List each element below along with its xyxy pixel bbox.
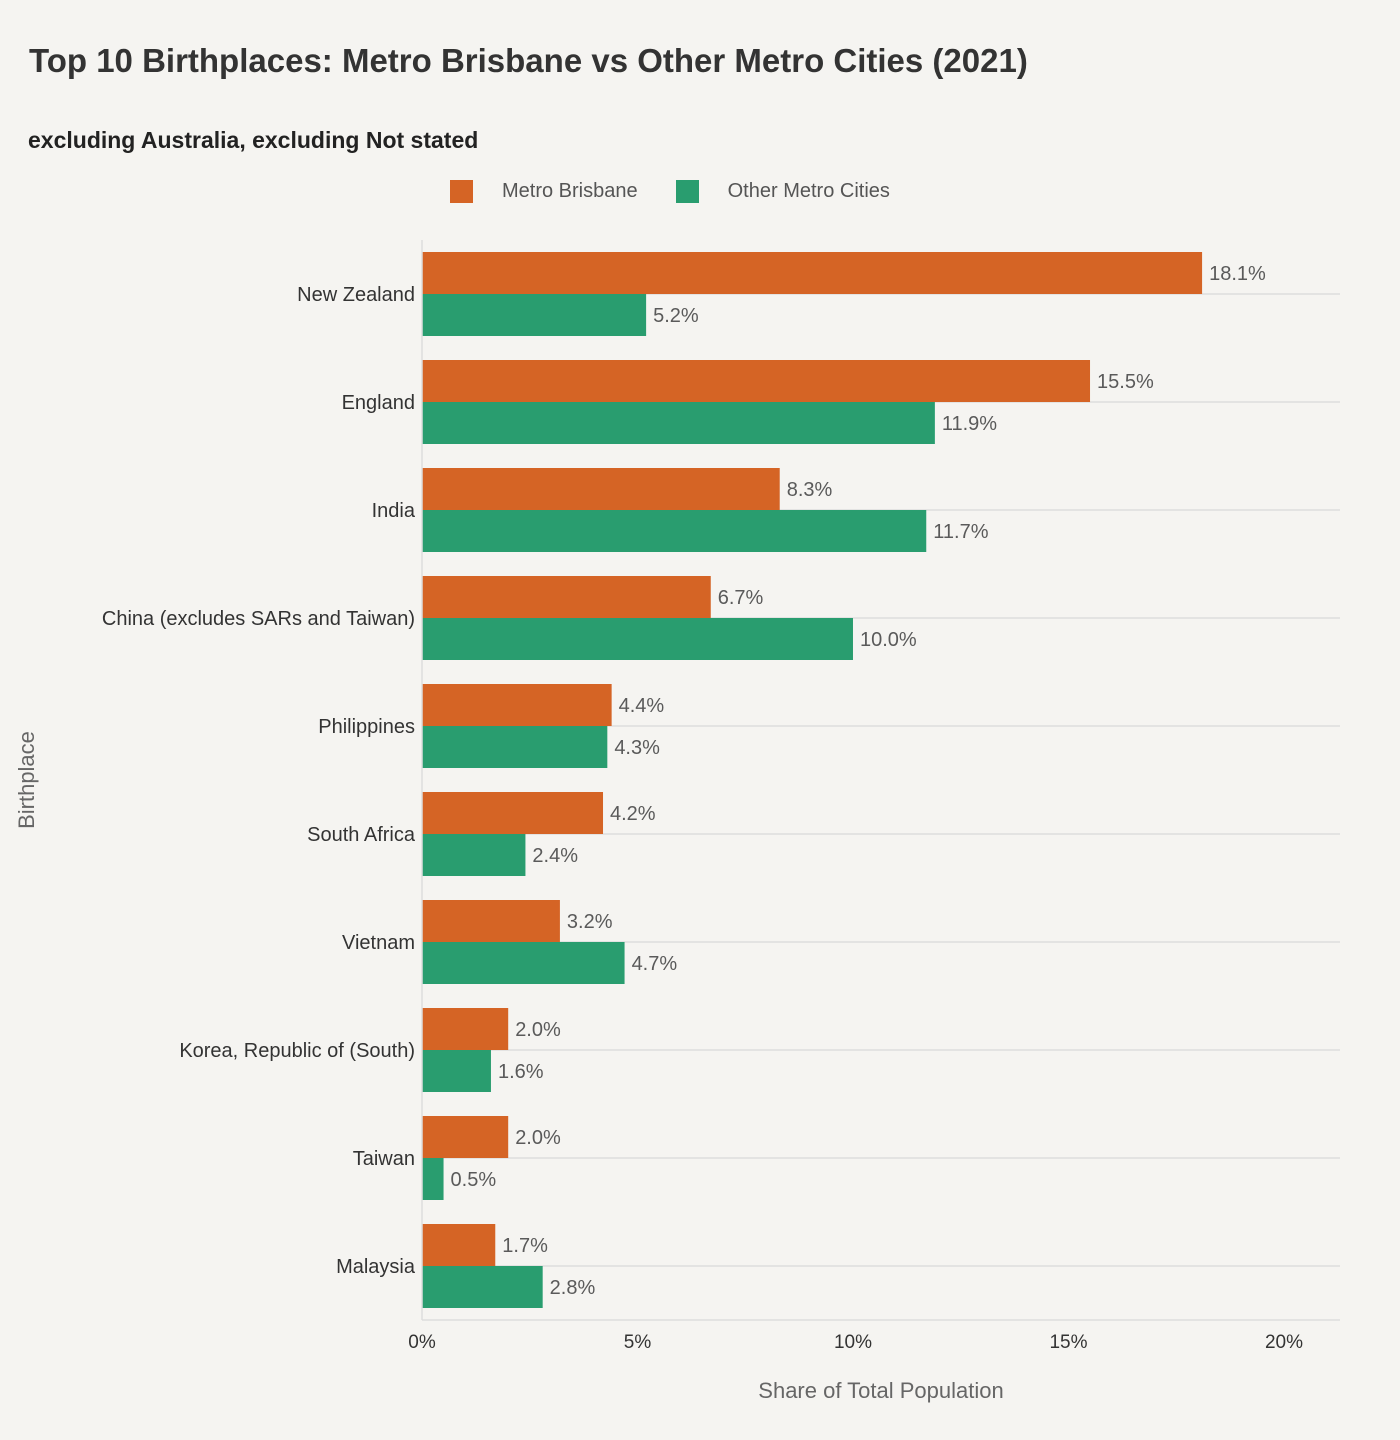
category-label: New Zealand	[297, 284, 415, 306]
bar-metro-brisbane[interactable]	[422, 1116, 509, 1158]
category-labels: New Zealand England India China (excludes S…	[102, 284, 416, 1278]
bar-other-metro-cities[interactable]	[422, 1050, 491, 1092]
bar-other-metro-cities[interactable]	[422, 510, 927, 552]
data-label: 11.7%	[933, 521, 988, 543]
data-label: 8.3%	[787, 479, 833, 501]
category-label: China (excludes SARs and Taiwan)	[102, 608, 415, 630]
bar-metro-brisbane[interactable]	[422, 1008, 509, 1050]
legend-swatch-other-metro-cities	[675, 179, 699, 203]
chart-title: Top 10 Birthplaces: Metro Brisbane vs Ot…	[29, 42, 1028, 79]
bar-other-metro-cities[interactable]	[422, 618, 853, 660]
x-tick-label: 10%	[834, 1332, 872, 1353]
y-axis-title: Birthplace	[14, 731, 39, 829]
data-label: 0.5%	[451, 1169, 497, 1191]
data-label: 2.8%	[550, 1277, 596, 1299]
data-label: 4.2%	[610, 803, 656, 825]
legend-item-metro-brisbane[interactable]: Metro Brisbane	[450, 179, 638, 203]
category-label: Taiwan	[353, 1148, 415, 1170]
bar-metro-brisbane[interactable]	[422, 468, 780, 510]
data-label: 2.0%	[515, 1127, 561, 1149]
data-label: 4.3%	[614, 737, 660, 759]
chart-subtitle: excluding Australia, excluding Not state…	[28, 127, 479, 153]
bar-other-metro-cities[interactable]	[422, 726, 608, 768]
data-label: 2.4%	[532, 845, 578, 867]
category-label: South Africa	[307, 824, 416, 846]
legend-label: Metro Brisbane	[502, 179, 638, 202]
data-label: 4.7%	[632, 953, 678, 975]
bar-metro-brisbane[interactable]	[422, 900, 560, 942]
bar-other-metro-cities[interactable]	[422, 402, 935, 444]
bar-other-metro-cities[interactable]	[422, 1158, 444, 1200]
data-label: 15.5%	[1097, 371, 1154, 393]
bar-other-metro-cities[interactable]	[422, 1266, 543, 1308]
legend: Metro Brisbane Other Metro Cities	[450, 176, 928, 206]
x-axis-title: Share of Total Population	[758, 1378, 1003, 1403]
legend-item-other-metro-cities[interactable]: Other Metro Cities	[675, 179, 890, 203]
category-label: Korea, Republic of (South)	[179, 1040, 415, 1062]
bar-other-metro-cities[interactable]	[422, 834, 526, 876]
category-label: Philippines	[318, 716, 415, 738]
data-label: 1.6%	[498, 1061, 544, 1083]
legend-swatch-metro-brisbane	[450, 179, 473, 203]
legend-label: Other Metro Cities	[727, 179, 890, 202]
bars	[422, 252, 1203, 1308]
data-label: 4.4%	[619, 695, 665, 717]
bar-metro-brisbane[interactable]	[422, 1224, 496, 1266]
data-label: 2.0%	[515, 1019, 561, 1041]
data-label: 1.7%	[502, 1235, 548, 1257]
bar-metro-brisbane[interactable]	[422, 792, 604, 834]
category-label: Malaysia	[336, 1256, 416, 1278]
data-label: 5.2%	[653, 305, 699, 327]
data-label: 18.1%	[1209, 263, 1266, 285]
bar-other-metro-cities[interactable]	[422, 942, 625, 984]
category-label: Vietnam	[342, 932, 415, 954]
x-tick-label: 15%	[1049, 1332, 1087, 1353]
x-tick-label: 20%	[1265, 1332, 1303, 1353]
data-label: 3.2%	[567, 911, 613, 933]
data-label: 6.7%	[718, 587, 764, 609]
x-tick-label: 0%	[408, 1332, 436, 1353]
data-labels: 18.1% 5.2% 15.5% 11.9% 8.3% 11.7% 6.7% 10.0% 4.4…	[451, 263, 1266, 1299]
x-tick-label: 5%	[624, 1332, 652, 1353]
data-label: 11.9%	[942, 413, 997, 435]
bar-metro-brisbane[interactable]	[422, 252, 1203, 294]
bar-metro-brisbane[interactable]	[422, 576, 711, 618]
bar-metro-brisbane[interactable]	[422, 684, 612, 726]
bar-metro-brisbane[interactable]	[422, 360, 1091, 402]
category-label: England	[342, 392, 415, 414]
bar-other-metro-cities[interactable]	[422, 294, 647, 336]
category-label: India	[372, 500, 416, 522]
data-label: 10.0%	[860, 629, 917, 651]
x-axis-ticks: 0% 5% 10% 15% 20%	[408, 1332, 1303, 1353]
